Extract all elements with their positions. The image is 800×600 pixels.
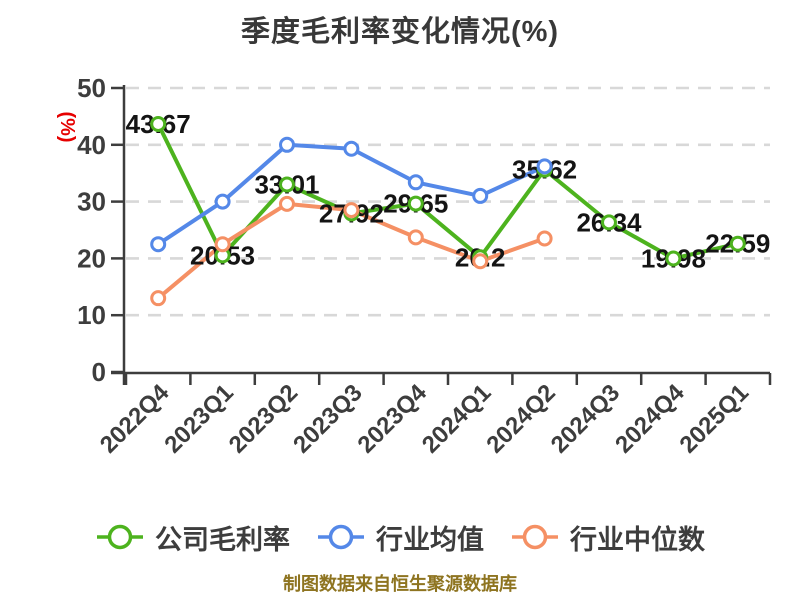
data-point-marker-series-1	[150, 236, 167, 253]
x-tick-label: 2024Q1	[417, 379, 496, 458]
legend-marker-icon	[97, 524, 143, 550]
series-line-0	[156, 121, 740, 261]
data-point-marker-series-2	[472, 253, 489, 270]
data-point-marker-series-2	[407, 229, 424, 246]
axes	[111, 85, 772, 385]
y-tick-label: 30	[77, 187, 106, 217]
data-point-marker-series-0	[279, 176, 295, 193]
legend-label: 行业均值	[376, 524, 484, 555]
data-point-marker-series-1	[536, 158, 553, 175]
x-tick-label: 2023Q3	[288, 379, 367, 458]
data-point-marker-series-1	[343, 140, 360, 157]
y-tick-label: 0	[92, 357, 106, 387]
y-tick-label: 20	[77, 243, 106, 273]
data-point-marker-series-2	[536, 230, 553, 247]
data-point-marker-series-2	[343, 202, 360, 219]
data-point-marker-series-0	[407, 195, 424, 212]
x-tick-label: 2024Q4	[610, 379, 690, 459]
legend-item-company-gross-margin[interactable]: 公司毛利率	[95, 518, 290, 557]
data-point-marker-series-1	[407, 174, 424, 191]
data-point-marker-series-0	[729, 235, 746, 252]
data-point-marker-series-0	[150, 115, 167, 132]
data-point-marker-series-2	[150, 290, 167, 307]
x-tick-label: 2024Q3	[546, 379, 625, 458]
y-axis-unit-label: (%)	[56, 111, 78, 142]
x-tick-label: 2022Q4	[95, 379, 175, 459]
x-tick-label: 2023Q2	[224, 379, 303, 458]
data-point-marker-series-0	[601, 214, 617, 231]
gridlines	[126, 86, 770, 317]
data-point-marker-series-2	[214, 236, 231, 253]
x-tick-label: 2025Q1	[675, 379, 754, 458]
data-point-marker-series-1	[472, 187, 489, 204]
y-tick-label: 40	[77, 130, 106, 160]
data-source-note: 制图数据来自恒生聚源数据库	[283, 574, 517, 594]
legend-marker-icon	[318, 524, 364, 550]
chart-legend: 公司毛利率 行业均值 行业中位数	[0, 512, 800, 562]
y-tick-label: 50	[77, 73, 106, 103]
legend-label: 公司毛利率	[155, 524, 290, 555]
x-tick-label: 2023Q4	[353, 379, 433, 459]
data-point-marker-series-2	[279, 195, 295, 212]
legend-item-industry-median[interactable]: 行业中位数	[510, 518, 705, 557]
legend-marker-icon	[512, 524, 558, 550]
legend-item-industry-mean[interactable]: 行业均值	[316, 518, 484, 557]
x-tick-label: 2023Q1	[159, 379, 238, 458]
chart-title: 季度毛利率变化情况(%)	[240, 16, 560, 48]
data-point-marker-series-1	[214, 193, 231, 210]
data-point-marker-series-1	[279, 136, 295, 153]
data-point-marker-series-0	[665, 250, 682, 267]
x-tick-label: 2024Q2	[481, 379, 560, 458]
legend-label: 行业中位数	[570, 524, 705, 555]
y-tick-label: 10	[77, 300, 106, 330]
